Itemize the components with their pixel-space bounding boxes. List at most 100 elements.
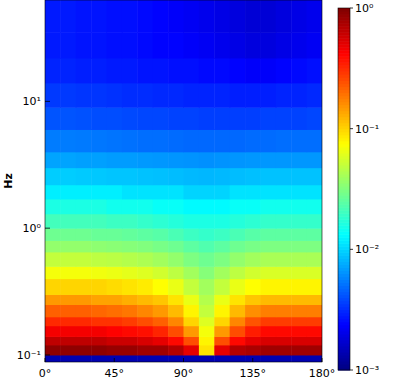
cell	[168, 294, 184, 305]
cell	[91, 336, 107, 345]
cell	[137, 107, 153, 130]
cell	[91, 214, 107, 229]
cell	[307, 252, 322, 267]
x-tick	[322, 358, 323, 362]
cell	[291, 185, 307, 200]
cell	[291, 152, 307, 168]
cell	[276, 355, 292, 362]
cell	[199, 168, 215, 186]
cell	[168, 58, 184, 83]
cell	[276, 305, 292, 318]
cell	[214, 214, 230, 229]
colorbar-tick	[350, 128, 353, 129]
cell	[184, 317, 200, 326]
cell	[137, 0, 153, 33]
cell	[60, 129, 76, 152]
cell	[137, 58, 153, 83]
cell	[122, 336, 138, 345]
cell	[245, 252, 261, 267]
cell	[260, 266, 276, 279]
cell	[45, 107, 61, 130]
cell	[199, 152, 215, 168]
cell	[276, 185, 292, 200]
cell	[245, 355, 261, 362]
cell	[153, 228, 169, 241]
cell	[122, 240, 138, 252]
cell	[307, 355, 322, 362]
cell	[214, 32, 230, 58]
cell	[245, 129, 261, 152]
x-tick	[252, 358, 253, 362]
cell	[245, 317, 261, 326]
cell	[60, 252, 76, 267]
cell	[168, 129, 184, 152]
cell	[91, 305, 107, 318]
cell	[91, 240, 107, 252]
cell	[137, 355, 153, 362]
cell	[76, 305, 92, 318]
cell	[307, 240, 322, 252]
cell	[214, 185, 230, 200]
cell	[184, 305, 200, 318]
cell	[230, 83, 246, 108]
cell	[230, 317, 246, 326]
cell	[91, 32, 107, 58]
cell	[60, 83, 76, 108]
cell	[260, 152, 276, 168]
cell	[307, 228, 322, 241]
cell	[199, 228, 215, 241]
x-tick	[45, 358, 46, 362]
cell	[122, 228, 138, 241]
cell	[91, 152, 107, 168]
y-tick-label: 10⁻¹	[17, 349, 41, 362]
cell	[276, 266, 292, 279]
cell	[199, 317, 215, 326]
cell	[291, 252, 307, 267]
heatmap-cells	[45, 0, 322, 362]
cell	[76, 279, 92, 295]
cell	[153, 214, 169, 229]
cell	[214, 58, 230, 83]
colorbar-tick	[350, 370, 353, 371]
cell	[60, 58, 76, 83]
cell	[45, 0, 61, 33]
y-tick	[45, 101, 50, 102]
cell	[153, 294, 169, 305]
cell	[291, 279, 307, 295]
cell	[76, 345, 92, 356]
x-tick-label: 45°	[105, 367, 125, 380]
cell	[214, 199, 230, 214]
y-tick-label: 10⁰	[23, 222, 42, 235]
cell	[199, 129, 215, 152]
colorbar-tick-label: 10⁻¹	[355, 123, 379, 136]
cell	[76, 129, 92, 152]
cell	[245, 83, 261, 108]
cell	[122, 152, 138, 168]
cell	[199, 294, 215, 305]
cell	[276, 214, 292, 229]
cell	[107, 0, 123, 33]
cell	[60, 266, 76, 279]
cell	[122, 305, 138, 318]
colorbar-tick	[350, 249, 353, 250]
colorbar-tick	[350, 8, 353, 9]
cell	[245, 294, 261, 305]
cell	[45, 305, 61, 318]
cell	[107, 228, 123, 241]
x-tick-label: 90°	[174, 367, 194, 380]
cell	[76, 0, 92, 33]
cell	[230, 32, 246, 58]
cell	[137, 83, 153, 108]
cell	[137, 152, 153, 168]
cell	[45, 294, 61, 305]
cell	[307, 0, 322, 33]
cell	[60, 32, 76, 58]
cell	[45, 355, 61, 362]
cell	[245, 168, 261, 186]
cell	[60, 279, 76, 295]
cell	[107, 317, 123, 326]
cell	[153, 240, 169, 252]
cell	[230, 252, 246, 267]
cell	[45, 58, 61, 83]
cell	[184, 199, 200, 214]
